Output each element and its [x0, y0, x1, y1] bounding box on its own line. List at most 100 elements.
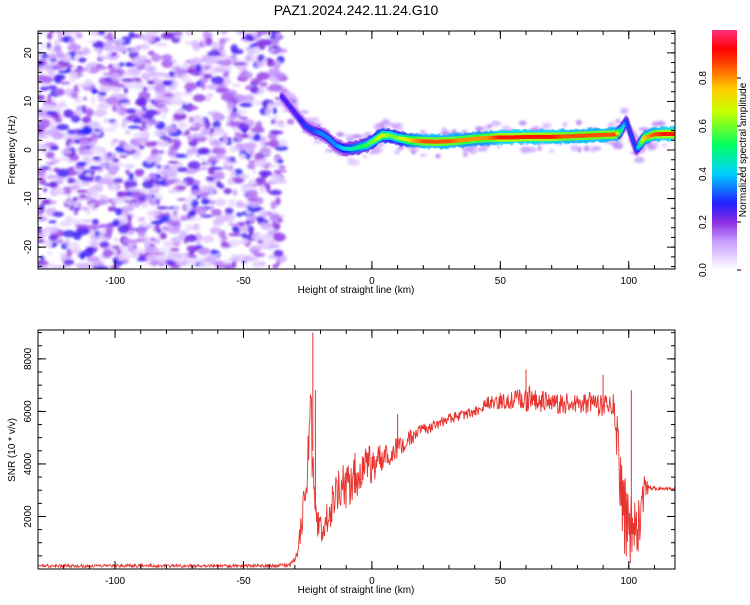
noise-blob: [140, 248, 146, 255]
noise-blob: [269, 130, 280, 135]
noise-blob: [94, 65, 108, 70]
noise-blob: [232, 83, 241, 88]
noise-blob: [76, 226, 90, 236]
noise-blob: [145, 109, 157, 116]
noise-blob: [123, 237, 130, 245]
noise-blob: [125, 61, 134, 67]
noise-blob: [78, 174, 85, 180]
noise-blob: [250, 126, 265, 134]
noise-blob: [148, 80, 155, 85]
x-tick-label: 100: [620, 576, 637, 587]
noise-blob: [38, 143, 47, 149]
noise-blob: [167, 250, 181, 260]
noise-blob: [85, 210, 92, 215]
noise-blob: [242, 142, 256, 149]
noise-blob: [79, 194, 87, 198]
noise-blob: [141, 176, 151, 181]
noise-blob: [46, 174, 58, 180]
noise-blob: [250, 100, 264, 106]
noise-blob: [231, 253, 237, 259]
colorbar-tick-label: 0.0: [698, 263, 709, 277]
noise-blob: [66, 248, 72, 257]
noise-blob: [172, 211, 178, 216]
noise-blob: [76, 65, 83, 70]
noise-blob: [59, 31, 74, 36]
noise-blob: [216, 180, 222, 188]
noise-blob: [118, 219, 124, 227]
noise-blob: [97, 177, 111, 185]
noise-blob: [89, 233, 97, 240]
noise-blob: [174, 35, 183, 39]
noise-blob: [132, 117, 142, 124]
noise-blob: [113, 63, 120, 68]
noise-blob: [154, 43, 168, 47]
noise-blob: [38, 178, 46, 185]
noise-blob: [207, 166, 215, 175]
noise-blob: [49, 265, 54, 269]
y-tick-label: 0: [23, 147, 34, 153]
noise-blob: [209, 200, 216, 205]
noise-blob: [131, 56, 145, 66]
noise-blob: [215, 156, 225, 160]
noise-blob: [94, 266, 109, 269]
noise-blob: [147, 85, 155, 91]
noise-blob: [161, 115, 167, 119]
noise-blob: [191, 132, 204, 138]
noise-blob: [188, 105, 199, 111]
noise-blob: [251, 262, 262, 267]
x-tick-label: -100: [105, 576, 125, 587]
noise-blob: [173, 180, 188, 186]
noise-blob: [115, 39, 125, 44]
noise-blob: [126, 214, 132, 223]
snr-y-ticks: 2000 4000 6000 8000: [23, 332, 675, 570]
noise-blob: [269, 213, 281, 223]
noise-blob: [77, 262, 92, 269]
noise-blob: [203, 73, 213, 79]
noise-blob: [127, 244, 136, 253]
noise-blob: [174, 153, 188, 159]
noise-blob: [168, 71, 175, 77]
noise-blob: [106, 32, 114, 40]
noise-blob: [271, 118, 276, 125]
noise-blob: [263, 99, 268, 109]
y-tick-label: 4000: [23, 452, 34, 475]
y-tick-label: 6000: [23, 400, 34, 423]
noise-blob: [81, 126, 93, 135]
noise-blob: [173, 112, 187, 121]
noise-blob: [46, 42, 52, 50]
noise-blob: [250, 86, 259, 94]
ridge-halo: [661, 143, 668, 147]
noise-blob: [188, 116, 194, 124]
noise-blob: [128, 172, 134, 181]
noise-blob: [75, 32, 83, 39]
noise-blob: [171, 138, 181, 143]
noise-blob: [122, 72, 133, 77]
noise-blob: [49, 31, 55, 34]
noise-blob: [232, 125, 238, 133]
noise-blob: [38, 172, 45, 180]
noise-blob: [38, 260, 49, 266]
noise-blob: [98, 56, 108, 60]
noise-blob: [195, 63, 202, 73]
noise-blob: [209, 226, 222, 235]
noise-blob: [39, 203, 45, 212]
noise-blob: [235, 109, 248, 115]
noise-blob: [139, 144, 145, 150]
noise-blob: [222, 133, 228, 143]
noise-blob: [244, 189, 258, 199]
noise-blob: [130, 191, 145, 198]
noise-blob: [176, 198, 187, 201]
noise-blob: [57, 32, 63, 40]
noise-blob: [253, 252, 266, 258]
noise-blob: [79, 138, 90, 147]
noise-blob: [63, 259, 75, 266]
x-tick-label: 50: [495, 576, 507, 587]
noise-blob: [48, 233, 59, 242]
noise-blob: [272, 106, 277, 115]
noise-blob: [100, 155, 107, 162]
noise-blob: [38, 216, 48, 222]
noise-blob: [85, 172, 92, 177]
noise-blob: [70, 185, 80, 190]
noise-blob: [50, 97, 56, 102]
noise-blob: [87, 40, 97, 44]
